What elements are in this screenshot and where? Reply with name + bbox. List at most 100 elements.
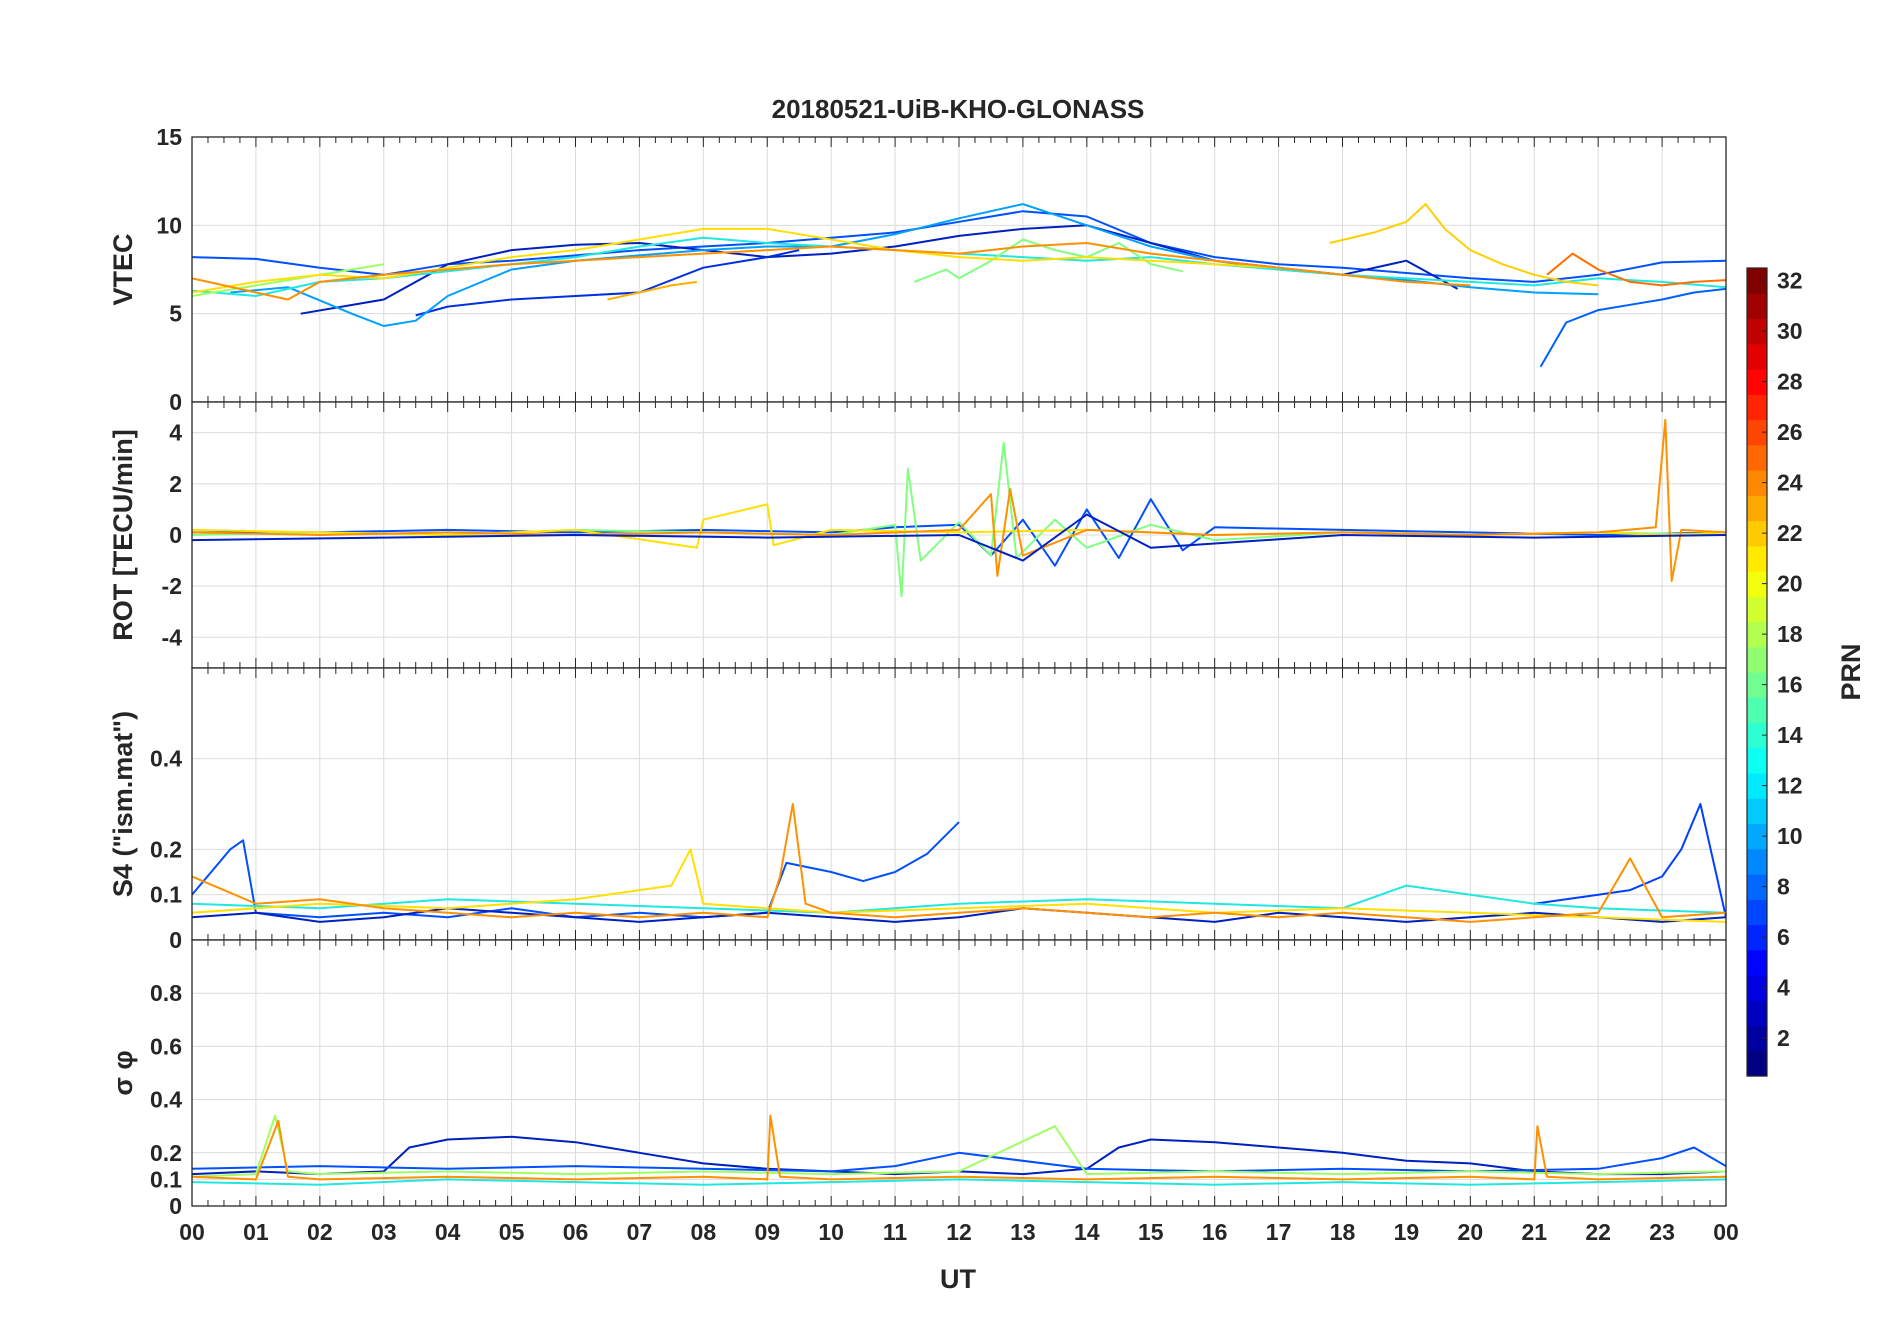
x-tick-label: 03 bbox=[371, 1219, 397, 1245]
series-group bbox=[192, 1114, 1726, 1186]
colorbar-tick-label: 28 bbox=[1777, 369, 1803, 395]
colorbar-tick-label: 24 bbox=[1777, 470, 1803, 496]
series-line-prn-17 bbox=[192, 263, 384, 297]
colorbar-tick-label: 26 bbox=[1777, 419, 1803, 445]
colorbar-segment bbox=[1747, 419, 1767, 446]
panel-vtec: 0 5 10 15 VTEC bbox=[108, 124, 1727, 415]
series-line-prn-23 bbox=[192, 418, 1726, 582]
y-tick-label: 0.1 bbox=[150, 1166, 182, 1192]
colorbar-tick-label: 14 bbox=[1777, 722, 1803, 748]
y-tick-label: 0.8 bbox=[150, 980, 182, 1006]
colorbar-segment bbox=[1747, 596, 1767, 623]
x-tick-label: 00 bbox=[179, 1219, 205, 1245]
colorbar-tick-label: 22 bbox=[1777, 520, 1803, 546]
panel-sigma_phi: 00.10.2 0.4 0.6 0.8 σ φ bbox=[108, 939, 1727, 1219]
series-line-prn-4 bbox=[415, 249, 800, 317]
series-line-prn-13 bbox=[192, 884, 1726, 914]
colorbar-segment bbox=[1747, 394, 1767, 421]
panel-frame bbox=[191, 939, 1727, 1207]
y-tick-label: 4 bbox=[169, 420, 182, 446]
series-line-prn-16 bbox=[192, 441, 1726, 598]
y-tick-label: 10 bbox=[156, 212, 182, 238]
y-tick-label: 0 bbox=[169, 389, 182, 415]
colorbar-segment bbox=[1747, 1025, 1767, 1052]
series-line-prn-13 bbox=[192, 1178, 1726, 1186]
colorbar-segment bbox=[1747, 571, 1767, 597]
x-tick-label: 16 bbox=[1202, 1219, 1228, 1245]
series-line-prn-23 bbox=[192, 242, 1471, 301]
y-tick-label: 2 bbox=[169, 471, 182, 497]
series-line-prn-22 bbox=[607, 280, 698, 301]
y-tick-label: 0 bbox=[169, 1193, 182, 1219]
colorbar-segment bbox=[1747, 722, 1767, 749]
series-line-prn-23 bbox=[192, 803, 1726, 923]
y-tick-label: 15 bbox=[156, 124, 182, 150]
series-line-prn-5 bbox=[192, 498, 1726, 567]
colorbar-tick-label: 6 bbox=[1777, 924, 1790, 950]
colorbar-segment bbox=[1747, 899, 1767, 926]
colorbar-segment bbox=[1747, 874, 1767, 900]
y-axis-label: σ φ bbox=[108, 1050, 138, 1095]
x-tick-label: 20 bbox=[1458, 1219, 1484, 1245]
colorbar-segment bbox=[1747, 823, 1767, 850]
colorbar-tick-label: 32 bbox=[1777, 268, 1803, 294]
colorbar-segment bbox=[1747, 520, 1767, 547]
x-tick-label: 19 bbox=[1394, 1219, 1420, 1245]
colorbar-segment bbox=[1747, 1000, 1767, 1027]
colorbar-segment bbox=[1747, 369, 1767, 395]
y-axis-label: ROT [TECU/min] bbox=[108, 429, 138, 640]
x-tick-label: 14 bbox=[1074, 1219, 1100, 1245]
x-tick-label: 06 bbox=[563, 1219, 589, 1245]
colorbar-label: PRN bbox=[1836, 643, 1866, 700]
y-tick-label: 0.2 bbox=[150, 836, 182, 862]
x-tick-label: 18 bbox=[1330, 1219, 1356, 1245]
series-group bbox=[192, 203, 1726, 368]
colorbar-segment bbox=[1747, 621, 1767, 648]
colorbar-tick-label: 18 bbox=[1777, 621, 1803, 647]
colorbar-segment bbox=[1747, 268, 1767, 294]
x-tick-label: 10 bbox=[818, 1219, 844, 1245]
x-tick-label: 01 bbox=[243, 1219, 269, 1245]
series-line-prn-20 bbox=[192, 227, 1279, 294]
series-line-prn-21 bbox=[1329, 203, 1599, 287]
y-tick-label: 0.4 bbox=[150, 746, 182, 772]
panel-rot: -4 -2 0 2 4 ROT [TECU/min] bbox=[108, 401, 1727, 669]
x-tick-label: 02 bbox=[307, 1219, 333, 1245]
colorbar-segment bbox=[1747, 949, 1767, 976]
colorbar-frame bbox=[1746, 267, 1768, 1077]
series-line-prn-3 bbox=[192, 513, 1726, 562]
y-tick-label: 0.6 bbox=[150, 1033, 182, 1059]
y-axis-label: VTEC bbox=[108, 233, 138, 305]
y-tick-label: -2 bbox=[162, 573, 182, 599]
x-tick-label: 11 bbox=[883, 1219, 908, 1245]
series-group bbox=[192, 803, 1726, 923]
y-axis-label: S4 ("ism.mat") bbox=[108, 711, 138, 897]
series-line-prn-6 bbox=[1534, 803, 1726, 918]
series-group bbox=[192, 418, 1726, 598]
y-tick-label: 0.4 bbox=[150, 1087, 182, 1113]
x-tick-label: 08 bbox=[691, 1219, 717, 1245]
x-tick-label: 09 bbox=[754, 1219, 780, 1245]
colorbar-segment bbox=[1747, 798, 1767, 825]
x-tick-label: 13 bbox=[1010, 1219, 1036, 1245]
chart-title: 20180521-UiB-KHO-GLONASS bbox=[772, 94, 1145, 124]
colorbar-segment bbox=[1747, 646, 1767, 673]
series-line-prn-5 bbox=[192, 1146, 1726, 1173]
y-tick-label: 0 bbox=[169, 927, 182, 953]
x-tick-label: 12 bbox=[946, 1219, 972, 1245]
y-tick-label: -4 bbox=[162, 624, 183, 650]
series-line-prn-24 bbox=[1546, 252, 1726, 287]
colorbar-tick-label: 4 bbox=[1777, 975, 1790, 1001]
colorbar-segment bbox=[1747, 975, 1767, 1001]
series-line-prn-7 bbox=[1539, 287, 1726, 368]
x-tick-label: 04 bbox=[435, 1219, 461, 1245]
colorbar-segment bbox=[1747, 495, 1767, 522]
panel-s4: 0 0.1 0.2 0.4 S4 ("ism.mat") bbox=[108, 667, 1727, 953]
x-tick-label: 00 bbox=[1713, 1219, 1739, 1245]
colorbar-segment bbox=[1747, 924, 1767, 951]
colorbar-tick-label: 20 bbox=[1777, 571, 1803, 597]
